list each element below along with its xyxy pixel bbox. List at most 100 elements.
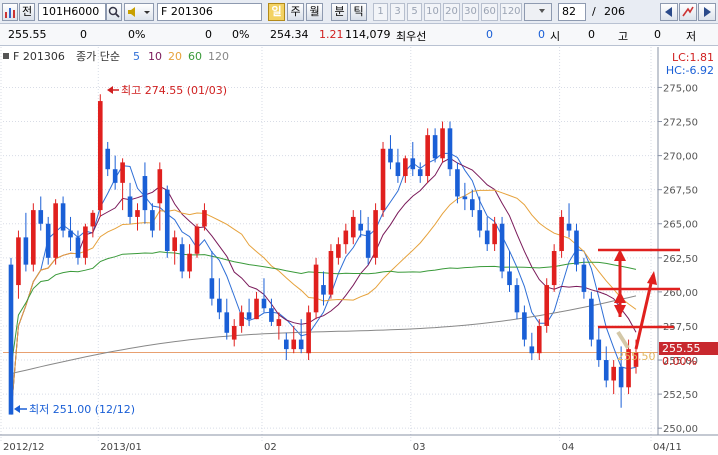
candle — [261, 298, 267, 309]
candle — [514, 285, 520, 313]
scroll-right-icon[interactable] — [698, 3, 716, 21]
y-tick-label: 270,00 — [663, 152, 698, 163]
minute-option-3[interactable]: 3 — [390, 3, 405, 21]
arrow-diagonal-icon — [647, 271, 657, 285]
candle — [410, 158, 416, 170]
chart-type-icon[interactable] — [2, 3, 18, 21]
candle — [8, 264, 14, 415]
candle — [440, 128, 445, 159]
candle — [298, 339, 304, 350]
candle — [276, 319, 282, 326]
x-tick-label: 2012/12 — [3, 442, 45, 453]
candle — [380, 148, 386, 211]
high-annotation: 최고 274.55 (01/03) — [107, 84, 227, 97]
minute-option-30[interactable]: 30 — [462, 3, 479, 21]
y-tick-label: 275,00 — [663, 83, 698, 94]
candle — [157, 169, 163, 204]
y-tick-label: 260,00 — [663, 288, 698, 299]
symbol-input[interactable]: F 201306 — [157, 3, 262, 21]
candle — [306, 312, 311, 354]
minute-option-5[interactable]: 5 — [407, 3, 422, 21]
y-tick-label: 265,00 — [663, 220, 698, 231]
legend: F 201306 종가 단순 5 10 20 60 120 — [3, 50, 229, 63]
user-drawings[interactable] — [598, 248, 680, 350]
candle — [45, 223, 51, 258]
candle — [209, 278, 215, 299]
info-v10: 0 — [588, 28, 595, 41]
period-button-day[interactable]: 일 — [268, 3, 285, 21]
x-tick-label: 2013/01 — [100, 442, 142, 453]
candle — [559, 216, 564, 251]
chart-area[interactable]: 250,00 252,50 255,00 257,50 260,00 262,50 265,… — [0, 47, 718, 455]
y-tick-label: 250,00 — [663, 424, 698, 435]
period-button-minute[interactable]: 분 — [331, 3, 348, 21]
candle — [38, 210, 44, 224]
candle — [217, 298, 222, 313]
candle — [611, 366, 616, 381]
candle — [432, 135, 438, 159]
minute-option-10[interactable]: 10 — [424, 3, 441, 21]
period-button-month[interactable]: 월 — [306, 3, 323, 21]
candle — [626, 349, 631, 388]
candle — [283, 339, 289, 350]
candle — [120, 162, 125, 183]
minute-option-1[interactable]: 1 — [373, 3, 388, 21]
info-v2: 0% — [128, 28, 146, 41]
x-tick-label: 02 — [264, 442, 277, 453]
settings-icon[interactable] — [679, 3, 697, 21]
candle — [239, 312, 244, 326]
candle — [75, 237, 81, 258]
drawing-diagonal-arrow[interactable] — [634, 278, 654, 350]
candle — [336, 244, 341, 258]
period-button-tick[interactable]: 틱 — [350, 3, 367, 21]
legend-ma-5: 5 — [133, 50, 140, 63]
candle — [224, 312, 230, 333]
candle — [507, 271, 512, 286]
count-total: 206 — [604, 5, 625, 18]
candle — [291, 339, 297, 350]
y-tick-label: 262,50 — [663, 254, 698, 265]
candle — [313, 264, 319, 313]
legend-ma-120: 120 — [208, 50, 229, 63]
count-input[interactable]: 82 — [558, 3, 586, 21]
scroll-left-icon[interactable] — [660, 3, 678, 21]
candle — [477, 210, 483, 231]
search-icon[interactable] — [106, 3, 122, 21]
minute-option-20[interactable]: 20 — [443, 3, 460, 21]
sound-dropdown-icon[interactable] — [124, 3, 154, 21]
info-price: 255.55 — [8, 28, 47, 41]
legend-marker-icon — [3, 53, 9, 59]
current-price-marker: 255.55 0.00% 255.50 — [617, 342, 718, 368]
info-label4: 저 — [686, 30, 697, 43]
candle — [462, 196, 468, 200]
info-label2: 시 — [550, 30, 561, 43]
code-input[interactable]: 101H6000 — [38, 3, 106, 21]
minute-option-120[interactable]: 120 — [500, 3, 522, 21]
candle — [60, 203, 66, 231]
candle — [425, 135, 430, 177]
candle — [536, 325, 542, 354]
legend-symbol: F 201306 — [13, 50, 65, 63]
y-tick-label: 267,50 — [663, 186, 698, 197]
mode-button[interactable]: 전 — [19, 3, 35, 21]
candle — [328, 251, 334, 295]
high-label: 최고 274.55 (01/03) — [121, 84, 227, 97]
x-axis: 2012/12 2013/01 02 03 04 04/11 — [0, 434, 718, 453]
candle — [581, 264, 587, 292]
candle — [447, 128, 453, 170]
info-v3: 0 — [205, 28, 212, 41]
candle — [403, 158, 408, 177]
arrow-down-icon — [614, 305, 626, 317]
price-chart[interactable]: 250,00 252,50 255,00 257,50 260,00 262,50 265,… — [0, 47, 718, 455]
candles — [8, 94, 639, 415]
candle — [566, 223, 572, 231]
period-button-week[interactable]: 주 — [287, 3, 304, 21]
x-tick-label: 03 — [413, 442, 426, 453]
low-annotation: 최저 251.00 (12/12) — [14, 403, 135, 416]
candle — [358, 223, 364, 231]
candle — [194, 226, 200, 254]
minute-option-60[interactable]: 60 — [481, 3, 498, 21]
candle — [202, 210, 207, 227]
minute-custom-dropdown[interactable] — [524, 3, 552, 21]
candle — [529, 346, 535, 354]
